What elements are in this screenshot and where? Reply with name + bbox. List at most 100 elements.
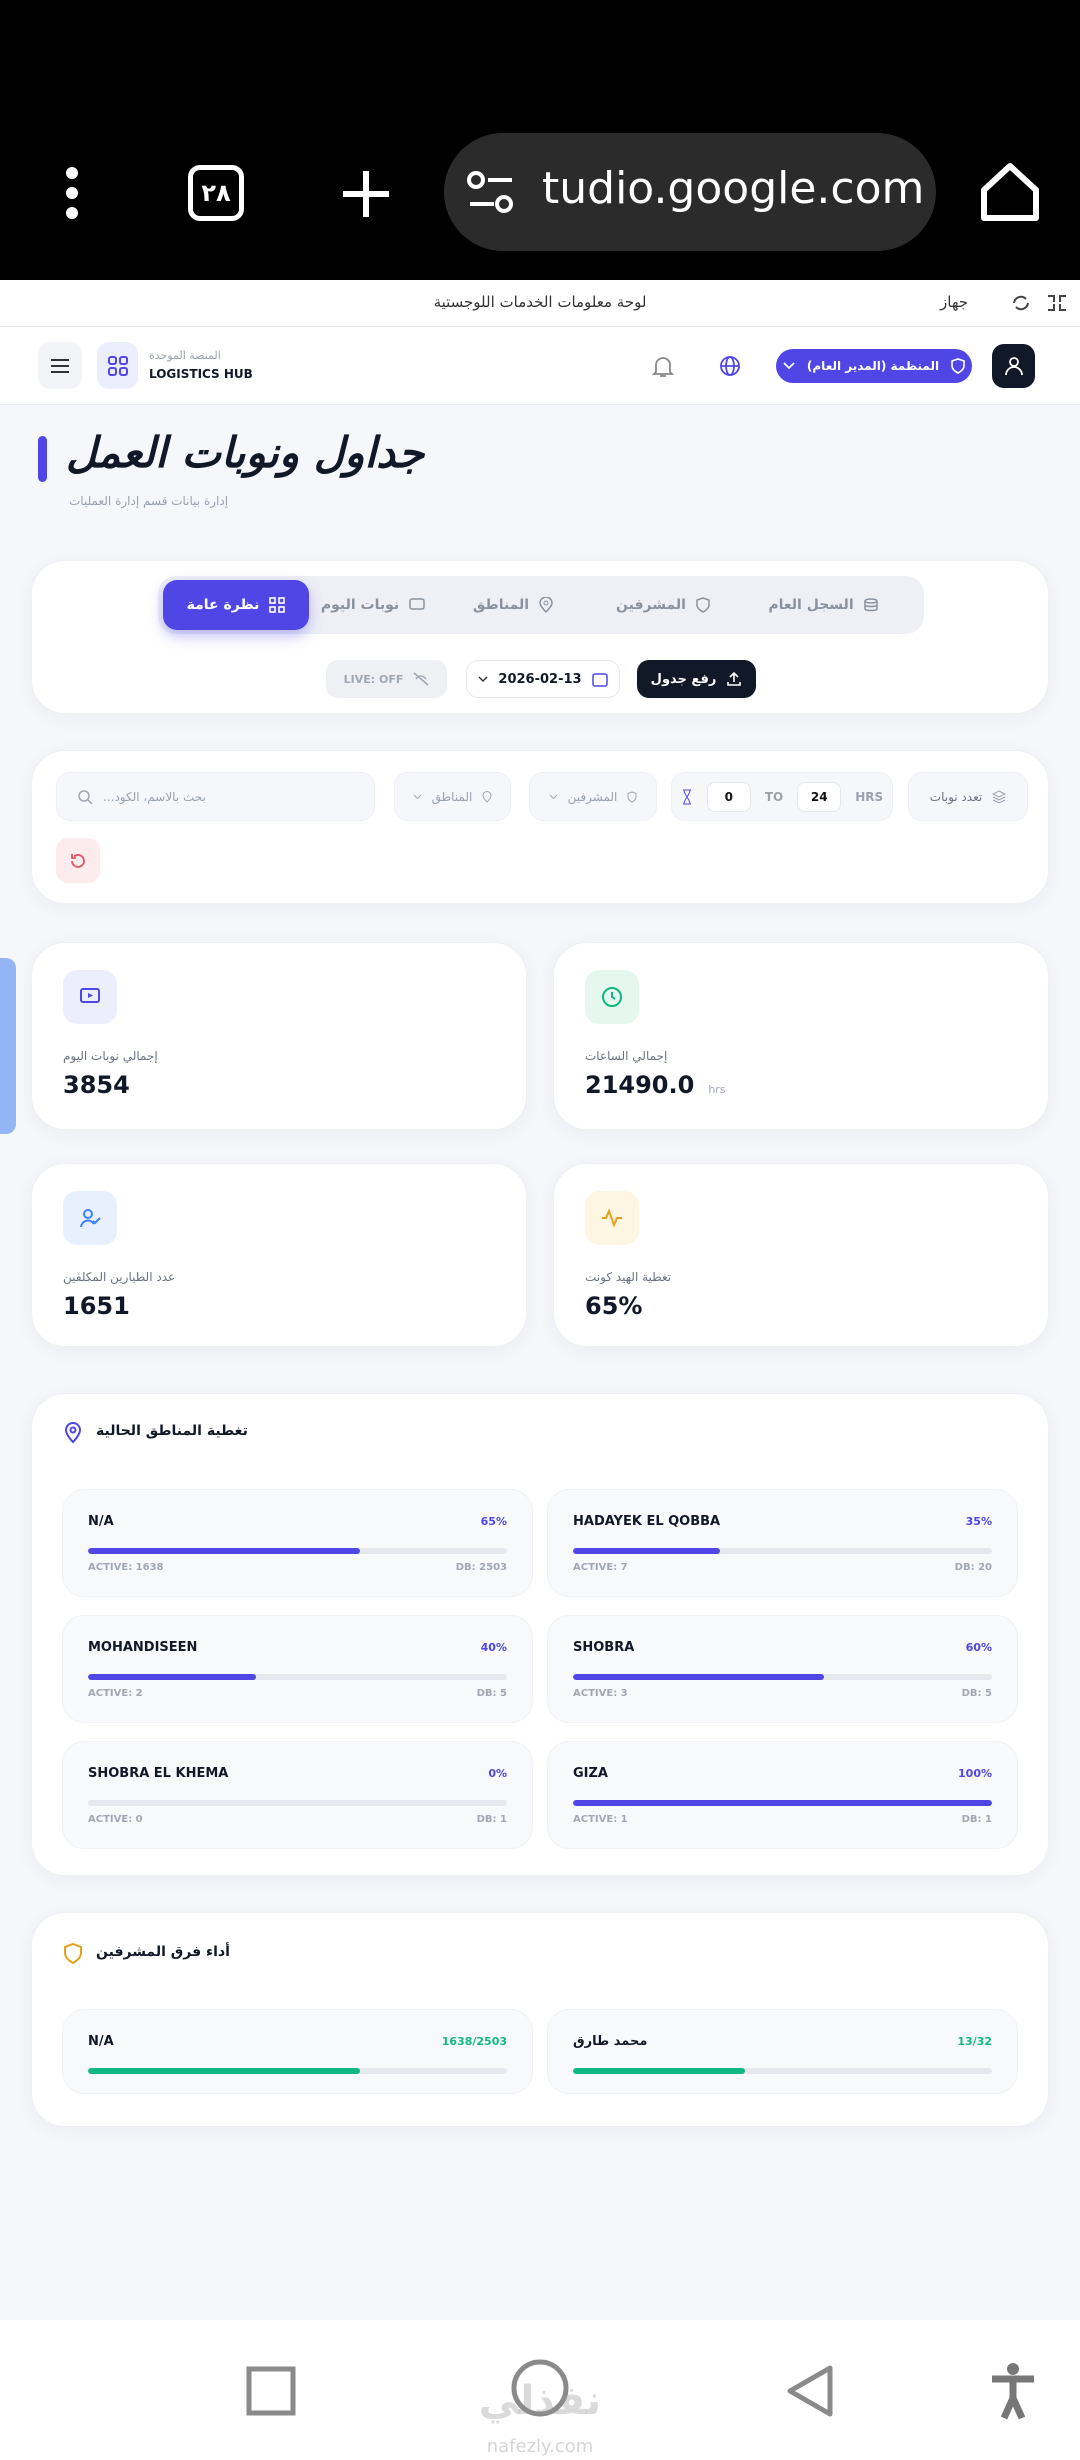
menu-dots[interactable] [55, 165, 89, 221]
zone-name: SHOBRA [573, 1640, 635, 1655]
zone-db: DB: 5 [961, 1688, 992, 1699]
accessibility[interactable] [988, 2362, 1038, 2420]
tab[interactable]: السجل العام [748, 576, 898, 634]
brand-en: LOGISTICS HUB [149, 367, 253, 381]
stat-icon [585, 970, 639, 1024]
zone-percent: 35% [965, 1515, 992, 1528]
tab[interactable]: المناطق [448, 576, 578, 634]
role: المنظمة (المدير العام) [806, 359, 940, 373]
zone-bar [573, 1674, 825, 1680]
multi-shift-label: تعدد نوبات [929, 789, 983, 804]
app-bar: لوحة معلومات الخدمات اللوجستية جهاز [0, 280, 1080, 327]
hours-from[interactable]: 0 [706, 781, 751, 812]
to-label: TO [764, 789, 784, 804]
upload-button[interactable]: رفع جدول [637, 660, 756, 698]
zone-active: ACTIVE: 0 [88, 1814, 143, 1825]
zone-active: ACTIVE: 1 [573, 1814, 628, 1825]
tab-label: المناطق [472, 597, 530, 613]
zone-percent: 100% [958, 1767, 992, 1780]
zones-card: تغطية المناطق الحالية N/A 65% ACTIVE: 1638… [31, 1393, 1049, 1876]
title-accent [38, 436, 47, 482]
tab-count[interactable]: ٢٨ [188, 165, 244, 221]
supervisors-card: أداء فرق المشرفين N/A 1638/2503 محمد طارق 1… [31, 1912, 1049, 2127]
hours-filter: 0 TO 24 HRS [671, 772, 893, 821]
zone-item: MOHANDISEEN 40% ACTIVE: 2 DB: 5 [62, 1615, 533, 1723]
bell[interactable] [652, 355, 674, 379]
hamburger[interactable] [38, 342, 82, 389]
role-pill[interactable]: المنظمة (المدير العام) [776, 349, 972, 383]
stat-value: 21490.0 [585, 1071, 695, 1099]
tab-label: نظرة عامة [186, 597, 260, 613]
zone-name: GIZA [573, 1766, 608, 1781]
stat-icon-glyph [80, 1209, 101, 1228]
avatar[interactable] [992, 344, 1035, 388]
date-picker[interactable]: 2026-02-13 [466, 660, 620, 698]
tab[interactable]: المشرفين [598, 576, 728, 634]
supervisors-filter-label: المشرفين [567, 789, 618, 804]
search-box[interactable]: بحث بالاسم، الكود... [56, 772, 375, 821]
supervisors-filter[interactable]: المشرفين [529, 772, 657, 821]
supervisor-ratio: 13/32 [957, 2035, 992, 2048]
app-title: لوحة معلومات الخدمات اللوجستية [433, 293, 647, 311]
zone-percent: 0% [488, 1767, 507, 1780]
device-toggle[interactable]: جهاز [940, 293, 969, 311]
tab-label: السجل العام [768, 597, 854, 613]
date: 2026-02-13 [498, 671, 582, 687]
tab[interactable]: نوبات اليوم [308, 576, 438, 634]
zone-active: ACTIVE: 1638 [88, 1562, 164, 1573]
stat-row: 21490.0 hrs [585, 1071, 726, 1099]
tab-bar: السجل العام المشرفين المناطق نوبات اليوم… [158, 576, 924, 634]
multi-shift-filter[interactable]: تعدد نوبات [908, 772, 1028, 821]
upload-label: رفع جدول [650, 671, 717, 687]
stat-label: إجمالي الساعات [585, 1049, 668, 1063]
nav-recents[interactable] [246, 2366, 296, 2416]
nav-back[interactable] [785, 2364, 835, 2418]
stat-row: 3854 [63, 1071, 130, 1099]
zone-active: ACTIVE: 7 [573, 1562, 628, 1573]
zone-active: ACTIVE: 2 [88, 1688, 143, 1699]
side-tab[interactable] [0, 958, 16, 1134]
site-settings[interactable] [466, 169, 516, 215]
stat-value: 1651 [63, 1292, 130, 1320]
stat-icon-glyph [80, 988, 100, 1003]
zone-item: SHOBRA 60% ACTIVE: 3 DB: 5 [547, 1615, 1018, 1723]
zones-title: تغطية المناطق الحالية [96, 1423, 248, 1439]
nav-home[interactable] [510, 2358, 570, 2418]
logo [97, 342, 138, 389]
home[interactable] [978, 160, 1042, 224]
zone-bar [573, 1548, 720, 1554]
zone-track [88, 1674, 507, 1680]
supervisor-item: محمد طارق 13/32 [547, 2009, 1018, 2094]
brand-ar: المنصة الموحدة [149, 349, 221, 362]
tab-active[interactable]: نظرة عامة [163, 580, 309, 630]
zones-filter[interactable]: المناطق [394, 772, 511, 821]
supervisors-title: أداء فرق المشرفين [96, 1944, 230, 1960]
app-icons [1013, 295, 1066, 311]
zone-track [573, 1548, 992, 1554]
supervisor-name: N/A [88, 2034, 114, 2049]
new-tab[interactable] [340, 168, 392, 220]
stat-card: إجمالي نوبات اليوم 3854 [31, 942, 527, 1130]
stat-row: 65% [585, 1292, 642, 1320]
language[interactable] [719, 355, 741, 377]
zone-name: HADAYEK EL QOBBA [573, 1514, 721, 1529]
zone-track [88, 1548, 507, 1554]
stat-label: تغطية الهيد كونت [585, 1270, 672, 1284]
zone-name: MOHANDISEEN [88, 1640, 198, 1655]
stat-icon [63, 1191, 117, 1245]
url-bar[interactable]: tudio.google.com [444, 133, 936, 251]
zone-bar [88, 1548, 361, 1554]
supervisor-ratio: 1638/2503 [441, 2035, 507, 2048]
zone-active: ACTIVE: 3 [573, 1688, 628, 1699]
stat-card: إجمالي الساعات 21490.0 hrs [553, 942, 1049, 1130]
zone-track [573, 1800, 992, 1806]
stat-label: إجمالي نوبات اليوم [63, 1049, 158, 1063]
zone-percent: 65% [480, 1515, 507, 1528]
live-toggle[interactable]: LIVE: OFF [326, 660, 447, 698]
stat-label: عدد الطيارين المكلفين [63, 1270, 176, 1284]
supervisor-name: محمد طارق [573, 2034, 648, 2049]
hours-to[interactable]: 24 [797, 781, 842, 812]
zone-name: N/A [88, 1514, 114, 1529]
reset-button[interactable] [56, 838, 100, 883]
